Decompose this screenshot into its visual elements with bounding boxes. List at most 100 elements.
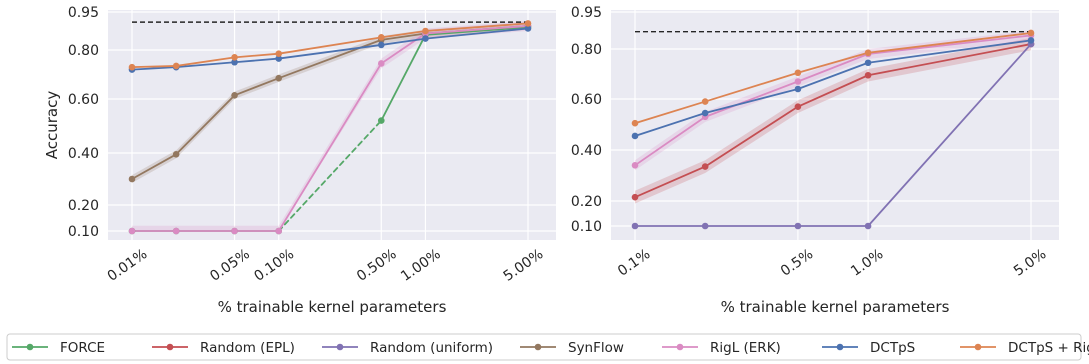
right-dctps-rigl-line-segment	[634, 100, 707, 125]
right-rigl-erk-line-segment	[797, 53, 869, 83]
left-synflow-point	[128, 175, 136, 183]
right-y-tick-label: 0.10	[571, 219, 602, 235]
left-dctps-rigl-point	[128, 63, 136, 71]
left-dctps-line-segment	[175, 61, 236, 69]
legend-rigl-erk-label: RigL (ERK)	[710, 340, 781, 356]
left-synflow-point	[275, 74, 283, 82]
right-dctps-rigl-line-segment	[867, 32, 1032, 54]
right-rigl-erk-line-segment	[704, 80, 799, 118]
left-force-line-segment	[277, 119, 383, 232]
left-synflow-line-segment	[175, 94, 236, 156]
right-dctps-rigl-point	[794, 69, 802, 77]
right-random-epl-point	[701, 163, 709, 170]
left-dctps-line-segment	[424, 27, 529, 40]
legend-force-marker	[26, 343, 34, 351]
left-synflow-line-segment	[380, 32, 427, 41]
left-rigl-erk-point	[172, 227, 180, 235]
right-dctps-line-segment	[867, 39, 1032, 64]
right-y-tick-label: 0.95	[571, 5, 602, 21]
right-dctps-point	[794, 85, 802, 93]
left-x-tick-label: 0.10%	[251, 246, 297, 285]
legend-random-uniform-marker	[336, 343, 344, 351]
right-dctps-point	[864, 59, 872, 67]
right-dctps-line-segment	[704, 88, 799, 114]
right-random-epl-line-segment	[867, 43, 1032, 77]
legend-random-epl-marker	[166, 343, 174, 351]
right-x-tick-label: 0.1%	[615, 246, 653, 280]
right-rigl-erk-point	[631, 162, 639, 169]
legend-random-epl-label: Random (EPL)	[200, 340, 295, 356]
legend-dctps-rigl-label: DCTpS + RigL	[1008, 340, 1089, 356]
right-random-epl-line-segment	[704, 105, 799, 168]
legend: FORCE Random (EPL) Random (uniform) SynFlow…	[6, 333, 1089, 361]
right-y-tick-labels: 0.10 0.20 0.40 0.60 0.80 0.95	[571, 5, 602, 235]
right-random-uniform-point	[701, 222, 709, 230]
left-force-point	[377, 117, 385, 124]
right-random-uniform-point	[864, 222, 872, 230]
right-series-points	[631, 29, 1035, 230]
right-x-tick-label: 5.0%	[1011, 246, 1049, 280]
right-random-epl-band	[635, 37, 1031, 204]
left-dctps-point	[422, 35, 429, 42]
right-rigl-erk-line-segment	[867, 34, 1032, 55]
left-dctps-rigl-point	[275, 50, 283, 57]
right-x-tick-labels: 0.1% 0.5% 1.0% 5.0%	[615, 246, 1049, 280]
right-random-uniform-line-segment	[867, 43, 1032, 227]
left-dctps-rigl-line-segment	[233, 52, 280, 59]
left-y-tick-labels: 0.10 0.20 0.40 0.60 0.80 0.95	[68, 5, 99, 240]
right-random-epl-line-segment	[797, 74, 869, 108]
left-dctps-line-segment	[380, 37, 427, 46]
left-y-tick-label: 0.80	[68, 43, 99, 59]
legend-synflow-marker	[534, 343, 542, 351]
left-series-points	[128, 20, 532, 235]
left-panel: 0.10 0.20 0.40 0.60 0.80 0.95 0.01% 0.05%0.10%…	[43, 5, 556, 316]
left-dctps-rigl-line-segment	[277, 36, 383, 55]
legend-synflow-label: SynFlow	[568, 340, 624, 356]
left-y-tick-label: 0.95	[68, 5, 99, 21]
left-dctps-line-segment	[277, 44, 383, 60]
right-series-lines	[634, 32, 1032, 227]
left-rigl-erk-point	[128, 227, 136, 235]
right-x-tick-label: 0.5%	[778, 246, 816, 280]
left-x-tick-labels: 0.01% 0.05%0.10% 0.50%1.00% 5.00%	[105, 246, 547, 285]
legend-random-uniform-label: Random (uniform)	[370, 340, 493, 356]
right-gridlines	[611, 10, 1059, 240]
left-dctps-rigl-point	[377, 34, 385, 41]
left-dctps-rigl-line-segment	[175, 56, 236, 67]
right-dctps-rigl-point	[701, 98, 709, 105]
right-dctps-point	[1027, 37, 1035, 44]
legend-rigl-erk-marker	[676, 343, 684, 351]
right-y-tick-label: 0.60	[571, 92, 602, 108]
right-random-epl-line-segment	[634, 165, 707, 199]
left-synflow-point	[172, 151, 180, 158]
left-dctps-rigl-line-segment	[380, 30, 427, 39]
right-dctps-rigl-line-segment	[704, 71, 799, 103]
left-force-line-segment	[380, 33, 427, 122]
left-gridlines	[108, 10, 556, 240]
left-rigl-erk-point	[231, 227, 238, 235]
left-y-tick-label: 0.60	[68, 92, 99, 108]
left-synflow-line-segment	[131, 153, 178, 180]
left-dctps-rigl-point	[231, 54, 238, 61]
right-dctps-line-segment	[797, 61, 869, 90]
left-rigl-erk-point	[275, 227, 283, 235]
left-y-tick-label: 0.10	[68, 224, 99, 240]
right-x-tick-label: 1.0%	[848, 246, 886, 280]
right-dctps-point	[701, 109, 709, 117]
right-panel: 0.10 0.20 0.40 0.60 0.80 0.95 0.1% 0.5% 1.0% 5.0…	[571, 5, 1059, 316]
left-dctps-point	[524, 25, 532, 32]
left-rigl-erk-line-segment	[380, 32, 427, 65]
right-y-tick-label: 0.20	[571, 194, 602, 210]
left-synflow-line-segment	[233, 77, 280, 97]
left-dctps-point	[275, 55, 283, 62]
left-x-tick-label: 5.00%	[501, 246, 547, 285]
right-rigl-erk-band	[635, 30, 1031, 171]
right-dctps-rigl-line-segment	[797, 51, 869, 74]
left-synflow-point	[231, 92, 238, 99]
left-x-tick-label: 1.00%	[398, 246, 444, 285]
right-dctps-point	[631, 132, 639, 140]
left-rigl-erk-line-segment	[424, 25, 529, 35]
left-synflow-line-segment	[277, 38, 383, 80]
left-y-tick-label: 0.20	[68, 198, 99, 214]
left-rigl-erk-line-segment	[277, 62, 383, 232]
